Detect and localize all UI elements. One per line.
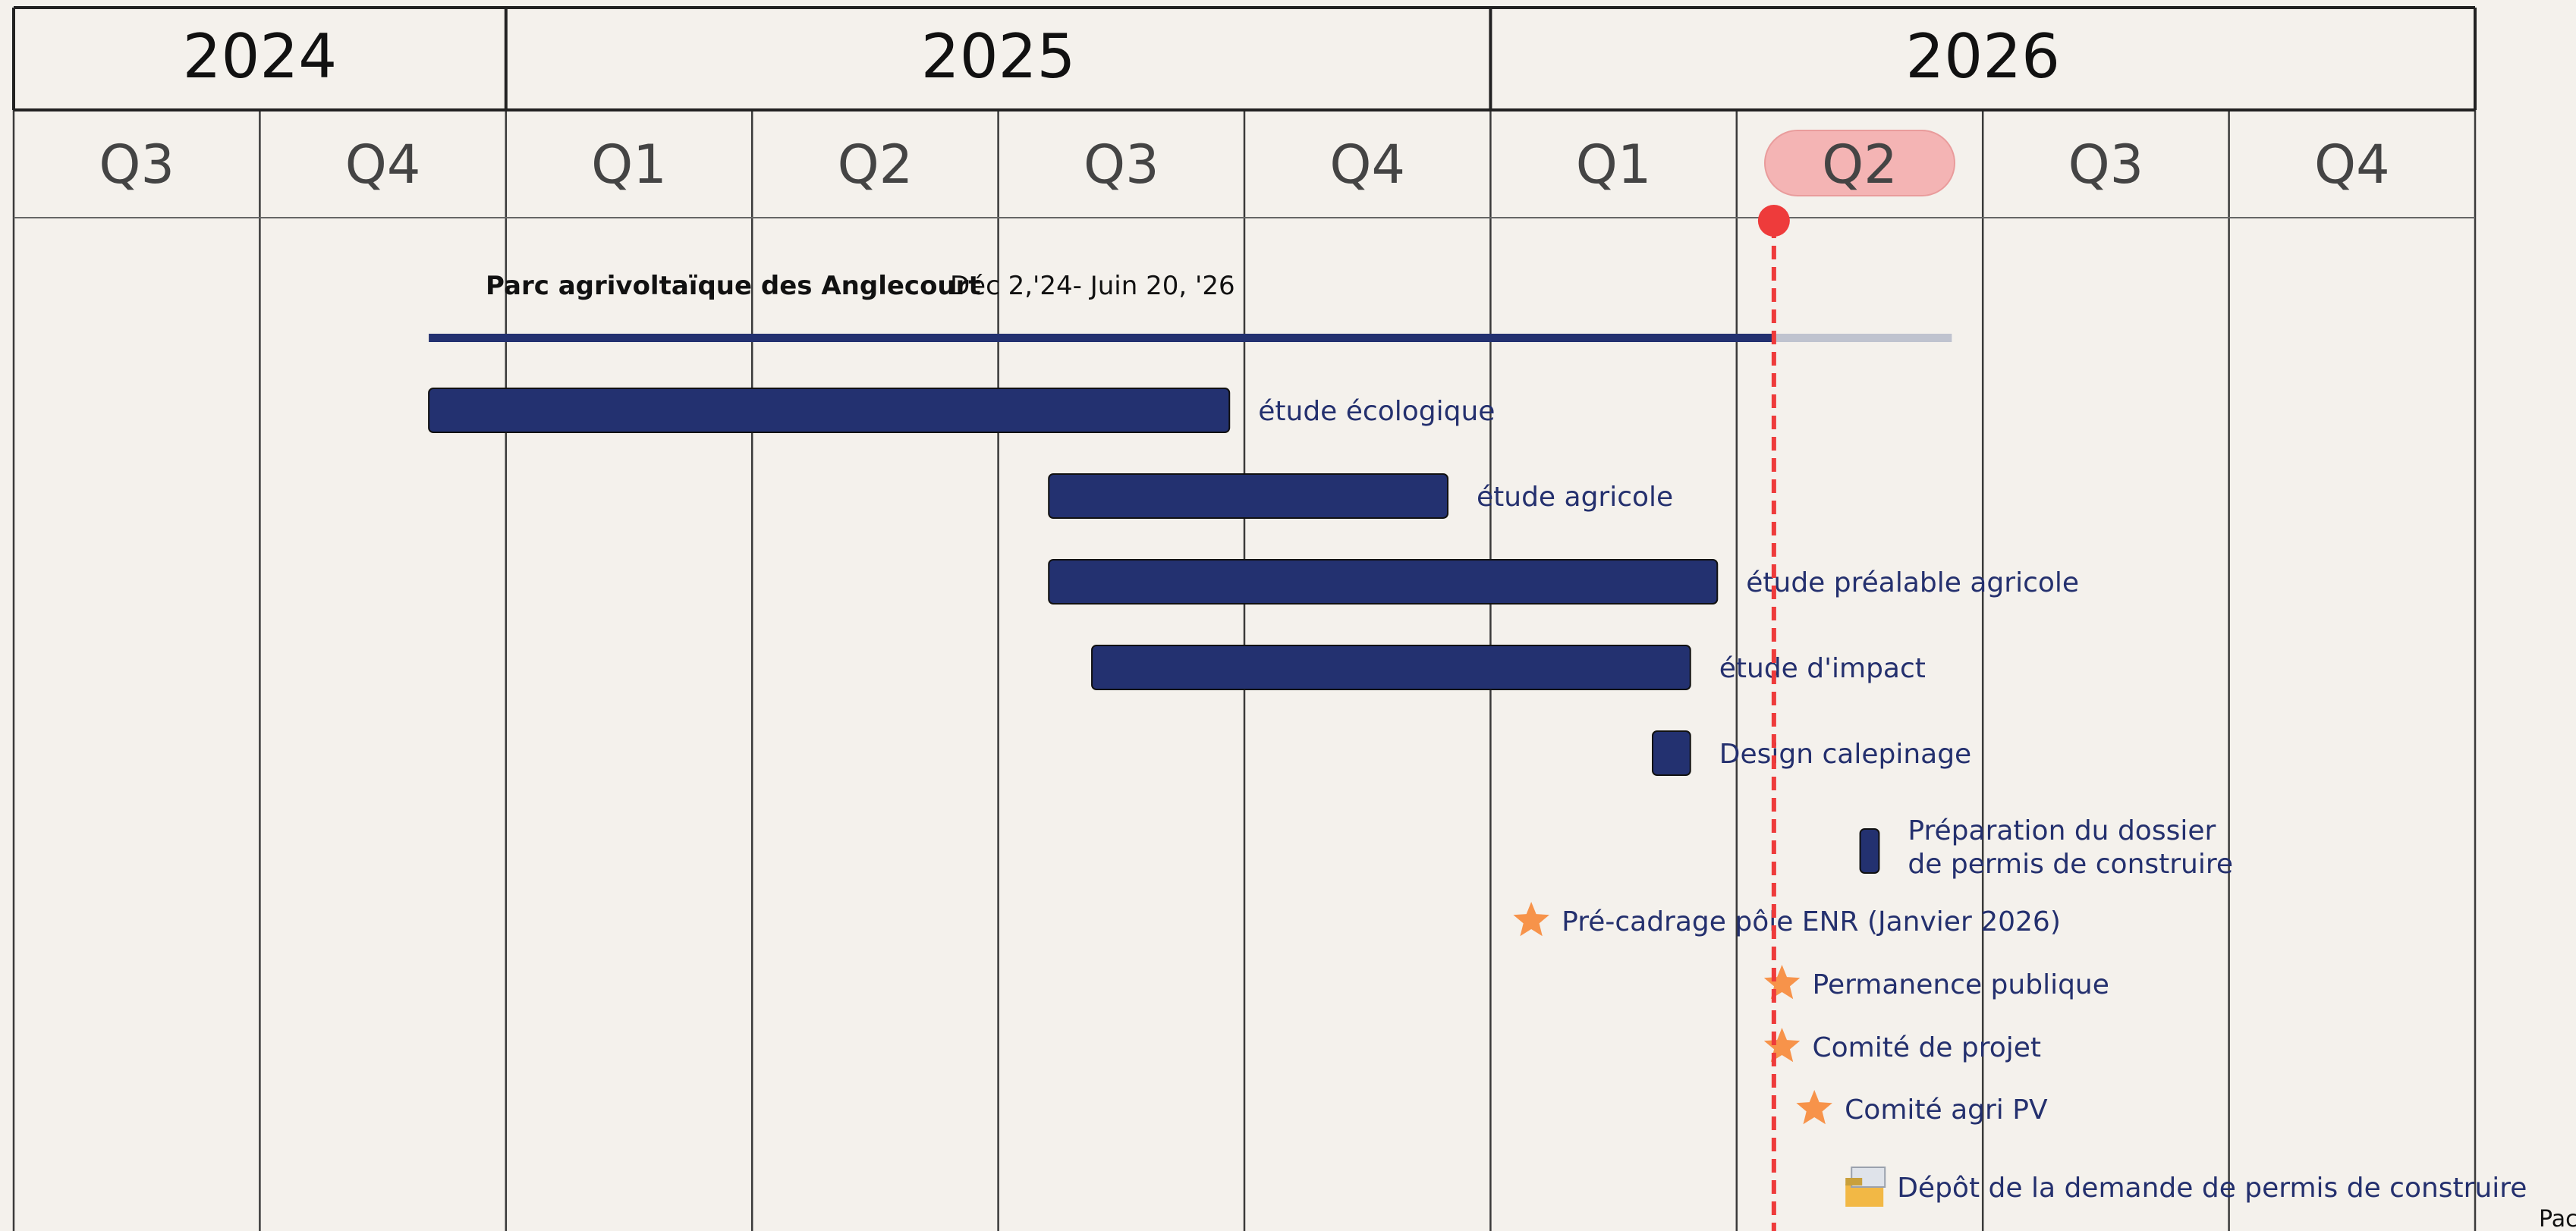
star-icon (1763, 965, 1801, 1000)
quarter-label: Q3 (2068, 133, 2144, 196)
quarter-label: Q2 (1822, 133, 1898, 196)
quarter-label: Q4 (2314, 133, 2390, 196)
task-bar (1652, 730, 1691, 776)
task-bar (1048, 559, 1719, 605)
task-label-line: étude préalable agricole (1746, 567, 2079, 598)
project-dates: Déc 2,'24- Juin 20, '26 (950, 271, 1235, 301)
milestone-label: Comité agri PV (1845, 1094, 2048, 1126)
quarter-label: Q1 (1576, 133, 1652, 196)
current-quarter-highlight (1764, 130, 1955, 196)
task-label-line: de permis de construire (1908, 849, 2233, 880)
task-label-line: Design calepinage (1719, 739, 1971, 770)
quarter-label: Q1 (591, 133, 667, 196)
task-bar (1048, 473, 1449, 519)
star-icon (1513, 902, 1549, 937)
milestone-label: Permanence publique (1813, 969, 2109, 1000)
task-label-line: étude d'impact (1719, 653, 1926, 684)
task-label-line: étude agricole (1477, 482, 1673, 513)
project-progress-bar (429, 334, 1774, 342)
today-marker (1757, 205, 1790, 237)
task-label: étude agricole (1477, 482, 1673, 513)
star-icon (1763, 1028, 1801, 1063)
task-label-line: Préparation du dossier (1908, 815, 2216, 846)
task-label: Préparation du dossier de permis de const… (1908, 815, 2233, 880)
milestone-label: Dépôt de la demande de permis de constru… (1897, 1173, 2527, 1204)
project-remaining-bar (1773, 334, 1952, 342)
folder-icon (1845, 1167, 1886, 1207)
milestone-label: Comité de projet (1813, 1032, 2042, 1063)
project-title: Parc agrivoltaïque des Anglecourt (486, 271, 981, 301)
year-label: 2026 (1905, 21, 2060, 92)
year-label: 2025 (921, 21, 1076, 92)
star-icon (1796, 1090, 1832, 1125)
corner-text: Pac (2539, 1206, 2576, 1231)
milestone-label: Pré-cadrage pôle ENR (Janvier 2026) (1562, 906, 2061, 937)
task-label: étude d'impact (1719, 653, 1926, 684)
task-label: étude préalable agricole (1746, 567, 2079, 598)
task-bar (1859, 828, 1880, 874)
task-bar (1091, 645, 1691, 690)
year-label: 2024 (183, 21, 338, 92)
quarter-label: Q4 (1329, 133, 1405, 196)
quarter-label: Q3 (1084, 133, 1159, 196)
quarter-label: Q3 (99, 133, 175, 196)
task-bar (428, 388, 1231, 433)
task-label: étude écologique (1258, 396, 1495, 427)
task-label-line: étude écologique (1258, 396, 1495, 427)
folder-icon-paper (1851, 1167, 1886, 1188)
task-label: Design calepinage (1719, 739, 1971, 770)
folder-icon-tab (1845, 1178, 1863, 1185)
quarter-label: Q4 (345, 133, 421, 196)
quarter-label: Q2 (838, 133, 914, 196)
